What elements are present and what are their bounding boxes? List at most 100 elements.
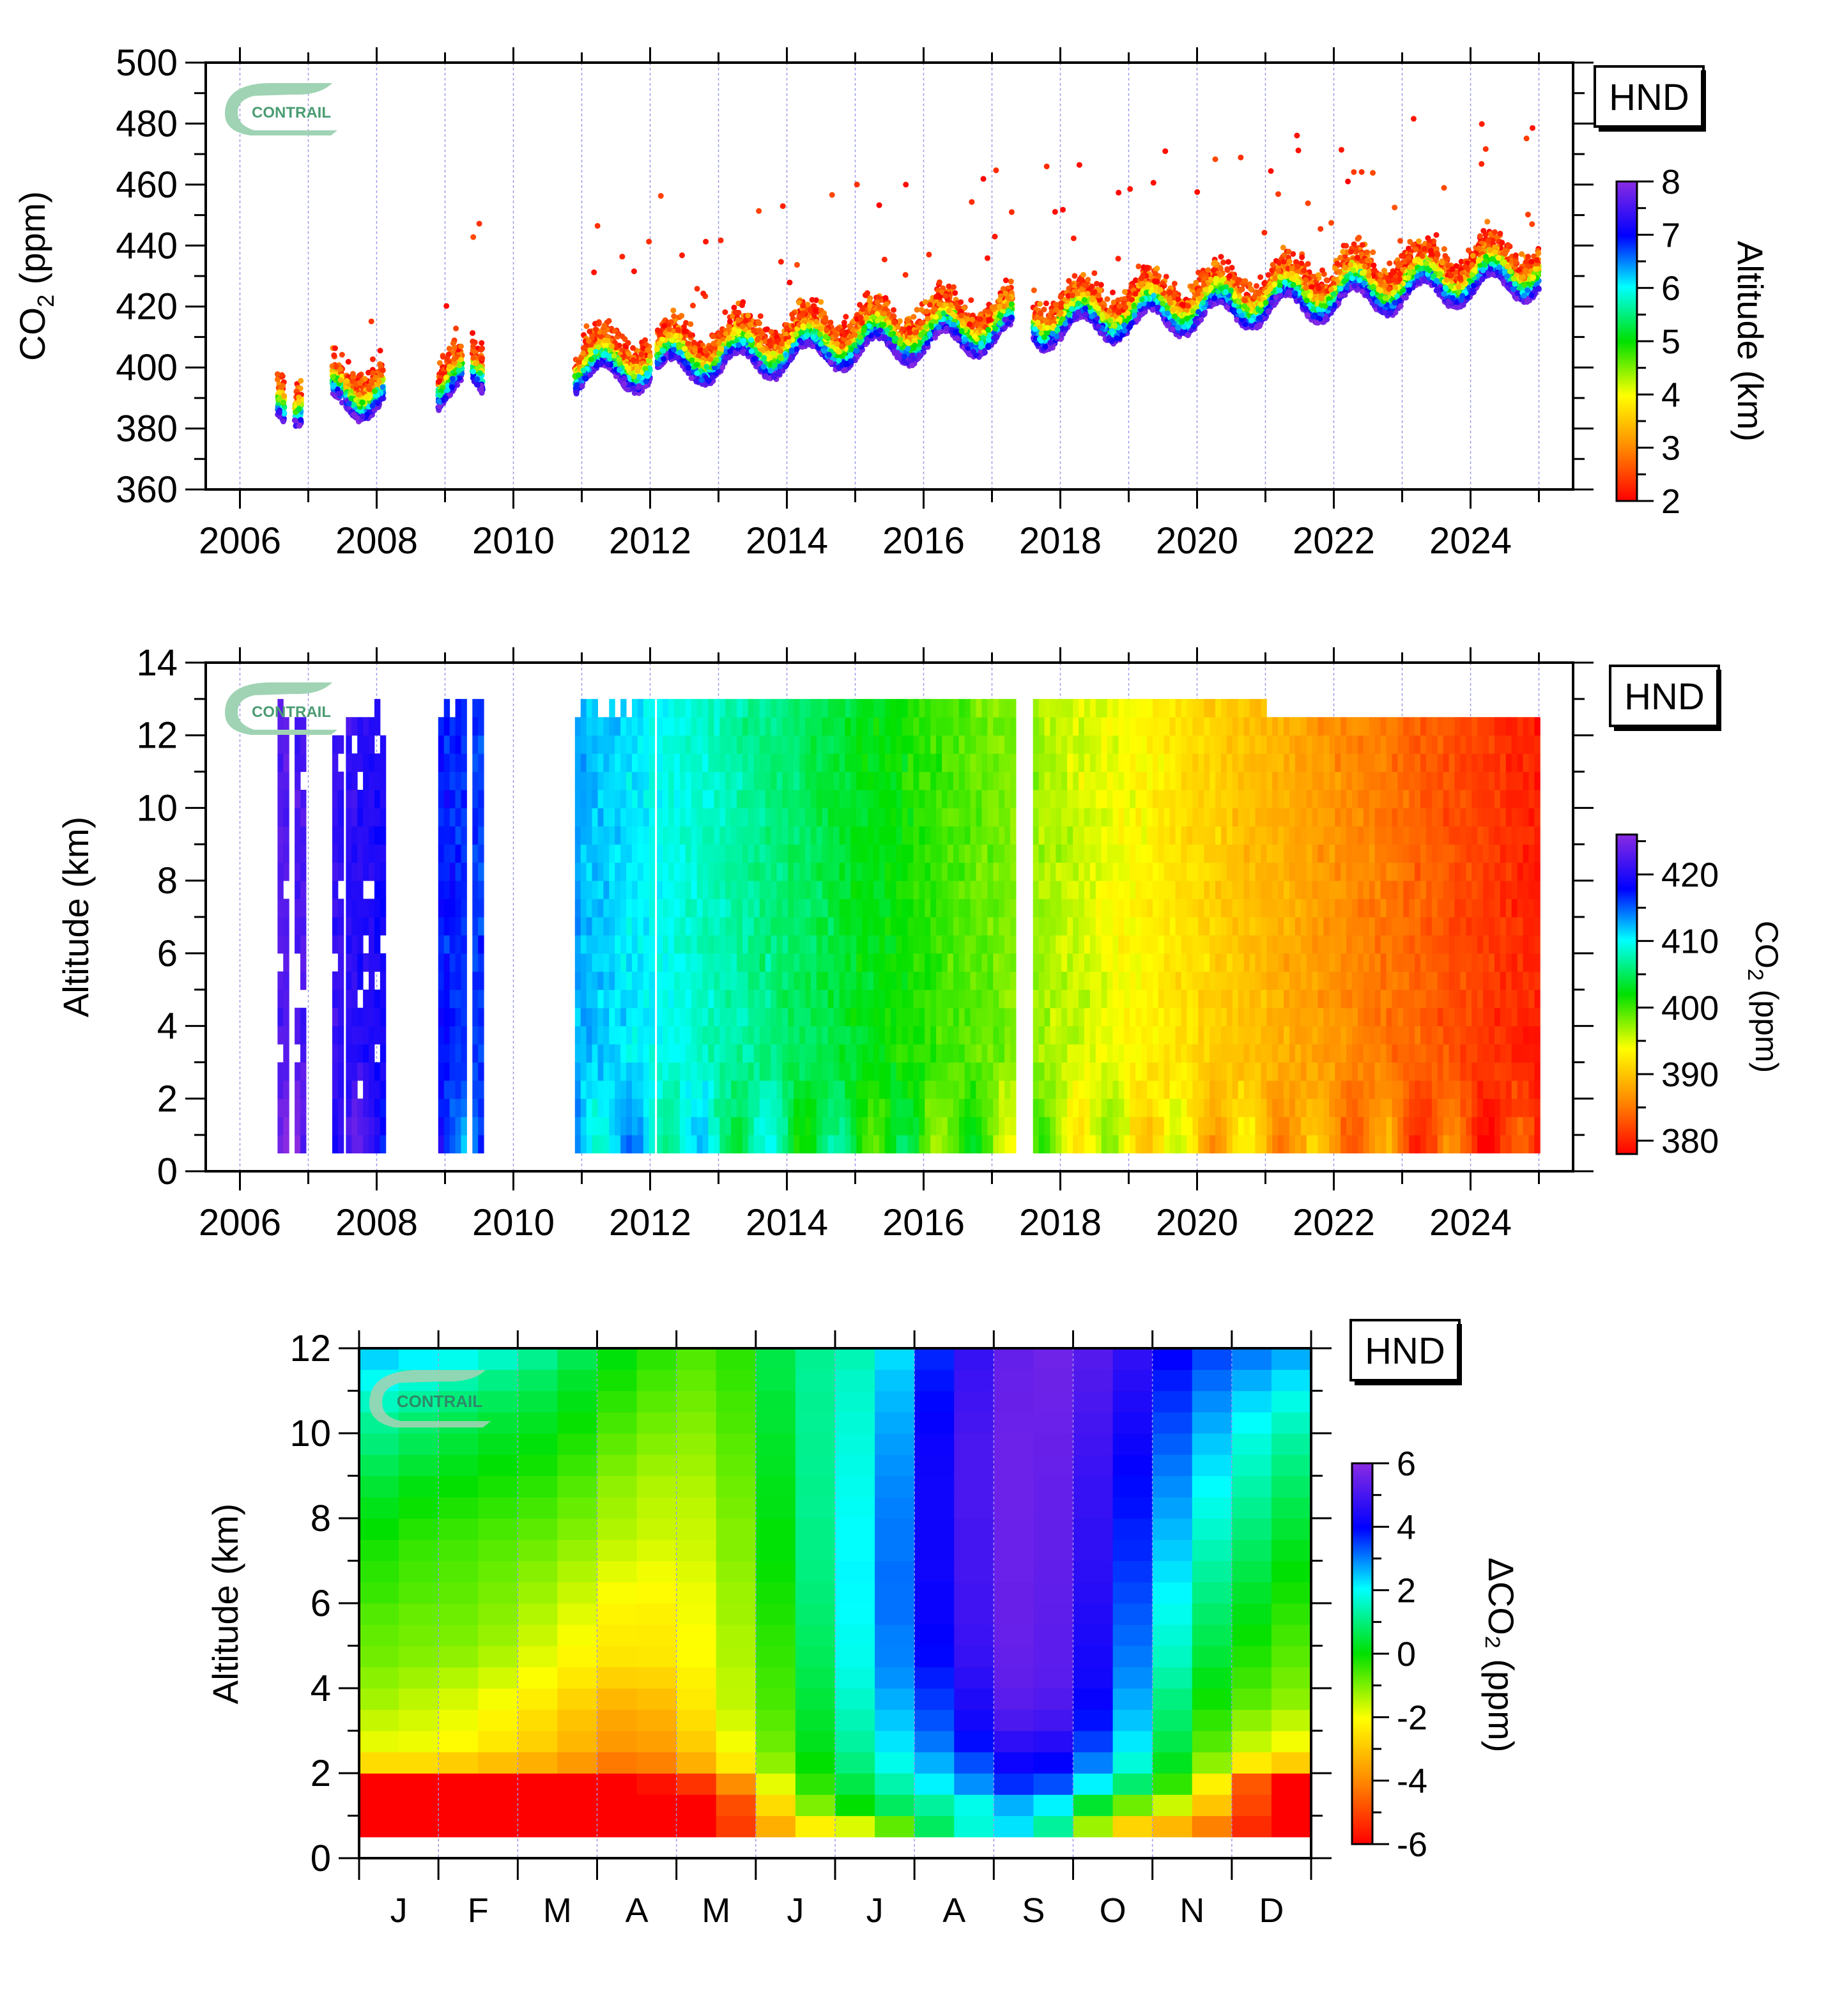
data-point	[376, 378, 382, 385]
data-point	[642, 365, 649, 372]
data-point	[457, 357, 464, 363]
data-point	[573, 389, 580, 395]
data-point	[601, 329, 607, 335]
data-point	[829, 192, 835, 198]
data-point	[606, 318, 612, 324]
data-point	[369, 356, 376, 362]
data-point	[449, 376, 456, 382]
data-point	[609, 343, 615, 350]
data-point	[636, 374, 642, 380]
data-point	[371, 388, 378, 394]
data-point	[778, 259, 784, 265]
data-point	[621, 375, 627, 381]
data-point	[574, 381, 580, 388]
data-point	[626, 351, 632, 357]
data-point	[657, 193, 664, 199]
data-point	[580, 345, 587, 351]
data-point	[296, 406, 302, 412]
data-point	[809, 296, 815, 303]
data-point	[984, 255, 990, 261]
data-point	[757, 313, 764, 319]
data-point	[624, 387, 631, 393]
data-point	[583, 323, 590, 329]
data-point	[470, 368, 477, 374]
data-point	[477, 370, 484, 376]
data-point	[339, 351, 345, 358]
data-point	[587, 372, 594, 378]
data-point	[443, 303, 450, 309]
data-point	[601, 322, 608, 328]
data-point	[379, 396, 385, 402]
data-point	[1008, 209, 1015, 215]
data-point	[451, 344, 457, 351]
data-point	[298, 378, 304, 384]
data-point	[436, 398, 442, 404]
data-point	[595, 321, 602, 327]
data-point	[843, 314, 849, 320]
data-point	[625, 340, 631, 346]
data-point	[350, 371, 356, 377]
data-point	[876, 202, 882, 208]
data-point	[436, 392, 443, 399]
data-point	[456, 362, 463, 369]
data-point	[280, 399, 287, 406]
data-point	[903, 181, 909, 188]
data-point	[756, 208, 762, 214]
data-point	[479, 340, 485, 346]
data-point	[679, 252, 685, 259]
data-point	[280, 410, 287, 416]
panel-co2-timeseries: 2006 2008 2010 2012 2014 2016 2018 2020 2022 2024…	[12, 42, 1771, 562]
data-point	[456, 367, 462, 374]
data-point	[598, 360, 604, 367]
data-point	[359, 413, 365, 420]
data-point	[581, 375, 588, 381]
data-point	[475, 381, 481, 388]
data-point	[601, 337, 608, 344]
data-point	[440, 353, 446, 360]
data-point	[377, 348, 383, 354]
data-point	[644, 347, 650, 353]
data-point	[470, 234, 477, 240]
data-point	[350, 378, 356, 384]
data-point	[362, 376, 368, 382]
data-point	[576, 372, 582, 378]
data-point	[617, 367, 623, 373]
data-point	[331, 352, 337, 358]
data-point	[968, 297, 974, 304]
data-point	[694, 286, 700, 292]
data-point	[368, 318, 374, 325]
data-point	[592, 348, 599, 355]
data-point	[357, 380, 364, 387]
data-point	[276, 389, 282, 396]
data-point	[274, 371, 280, 378]
data-point	[616, 356, 622, 362]
data-point	[476, 220, 482, 227]
data-point	[274, 376, 280, 383]
data-point	[588, 357, 594, 363]
data-point	[453, 325, 459, 332]
data-point	[451, 355, 457, 362]
data-point	[449, 384, 455, 390]
data-point	[902, 272, 909, 278]
data-point	[635, 384, 642, 390]
data-point	[580, 367, 587, 374]
data-point	[601, 352, 607, 358]
data-point	[688, 321, 694, 327]
data-point	[356, 373, 362, 379]
data-point	[470, 343, 476, 350]
data-point	[642, 337, 649, 343]
data-point	[374, 400, 381, 406]
data-point	[638, 351, 645, 357]
data-point	[587, 348, 594, 354]
data-point	[630, 357, 636, 363]
data-point	[370, 370, 376, 376]
data-point	[470, 330, 476, 336]
data-point	[330, 374, 336, 380]
data-point	[478, 346, 484, 353]
data-point	[645, 358, 652, 364]
data-point	[443, 374, 449, 381]
data-point	[611, 353, 617, 359]
data-point	[346, 401, 353, 407]
data-point	[298, 417, 304, 423]
